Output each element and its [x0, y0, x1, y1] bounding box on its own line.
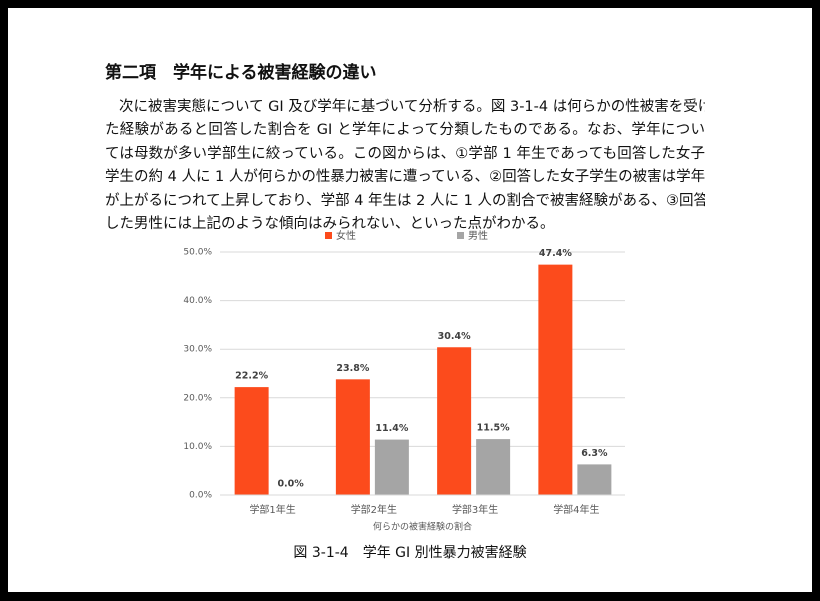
- y-tick-label: 50.0%: [183, 248, 212, 258]
- paragraph-line: 次に被害実態について GI 及び学年に基づいて分析する。図 3-1-4 は何らか…: [119, 99, 705, 115]
- x-tick-label: 学部1年生: [249, 503, 295, 516]
- y-tick-label: 20.0%: [183, 393, 212, 403]
- legend-label: 男性: [468, 229, 488, 242]
- data-label: 11.5%: [477, 423, 510, 434]
- bar: [476, 439, 511, 495]
- paragraph-line: した男性には上記のような傾向はみられない、といった点がわかる。: [105, 215, 555, 232]
- data-label: 30.4%: [438, 331, 471, 342]
- section-heading: 第二項 学年による被害経験の違い: [105, 63, 377, 83]
- x-tick-label: 学部3年生: [452, 503, 498, 516]
- y-tick-label: 10.0%: [183, 442, 212, 452]
- data-label: 11.4%: [375, 423, 408, 434]
- bar: [577, 464, 612, 495]
- paragraph-line: が上がるにつれて上昇しており、学部 4 年生は 2 人に 1 人の割合で被害経験…: [105, 192, 705, 209]
- bar: [335, 379, 370, 495]
- data-label: 0.0%: [277, 479, 304, 490]
- data-label: 23.8%: [336, 363, 369, 374]
- document-page: 第二項 学年による被害経験の違い 次に被害実態について GI 及び学年に基づいて…: [8, 8, 812, 592]
- bar: [437, 347, 472, 495]
- paragraph-line: ては母数が多い学部生に絞っている。この図からは、①学部 1 年生であっても回答し…: [105, 145, 705, 162]
- data-label: 6.3%: [581, 448, 608, 459]
- paragraph-line: た経験があると回答した割合を GI と学年によって分類したものである。なお、学年…: [105, 122, 705, 139]
- legend-swatch: [457, 232, 464, 239]
- data-label: 22.2%: [235, 371, 268, 382]
- paragraph: 次に被害実態について GI 及び学年に基づいて分析する。図 3-1-4 は何らか…: [105, 96, 705, 236]
- paragraph-line: 学生の約 4 人に 1 人が何らかの性暴力被害に遭っている、②回答した女子学生の…: [105, 169, 705, 186]
- x-tick-label: 学部4年生: [553, 503, 599, 516]
- y-tick-label: 30.0%: [183, 345, 212, 355]
- x-tick-label: 学部2年生: [351, 503, 397, 516]
- data-label: 47.4%: [539, 248, 572, 259]
- legend-swatch: [325, 232, 332, 239]
- y-tick-label: 40.0%: [183, 296, 212, 306]
- x-axis-title: 何らかの被害経験の割合: [373, 521, 472, 533]
- y-tick-label: 0.0%: [189, 491, 212, 501]
- bar: [234, 387, 269, 495]
- legend-label: 女性: [336, 229, 356, 242]
- bar: [538, 264, 573, 495]
- bar: [374, 439, 409, 495]
- figure-caption: 図 3-1-4 学年 GI 別性暴力被害経験: [293, 545, 527, 561]
